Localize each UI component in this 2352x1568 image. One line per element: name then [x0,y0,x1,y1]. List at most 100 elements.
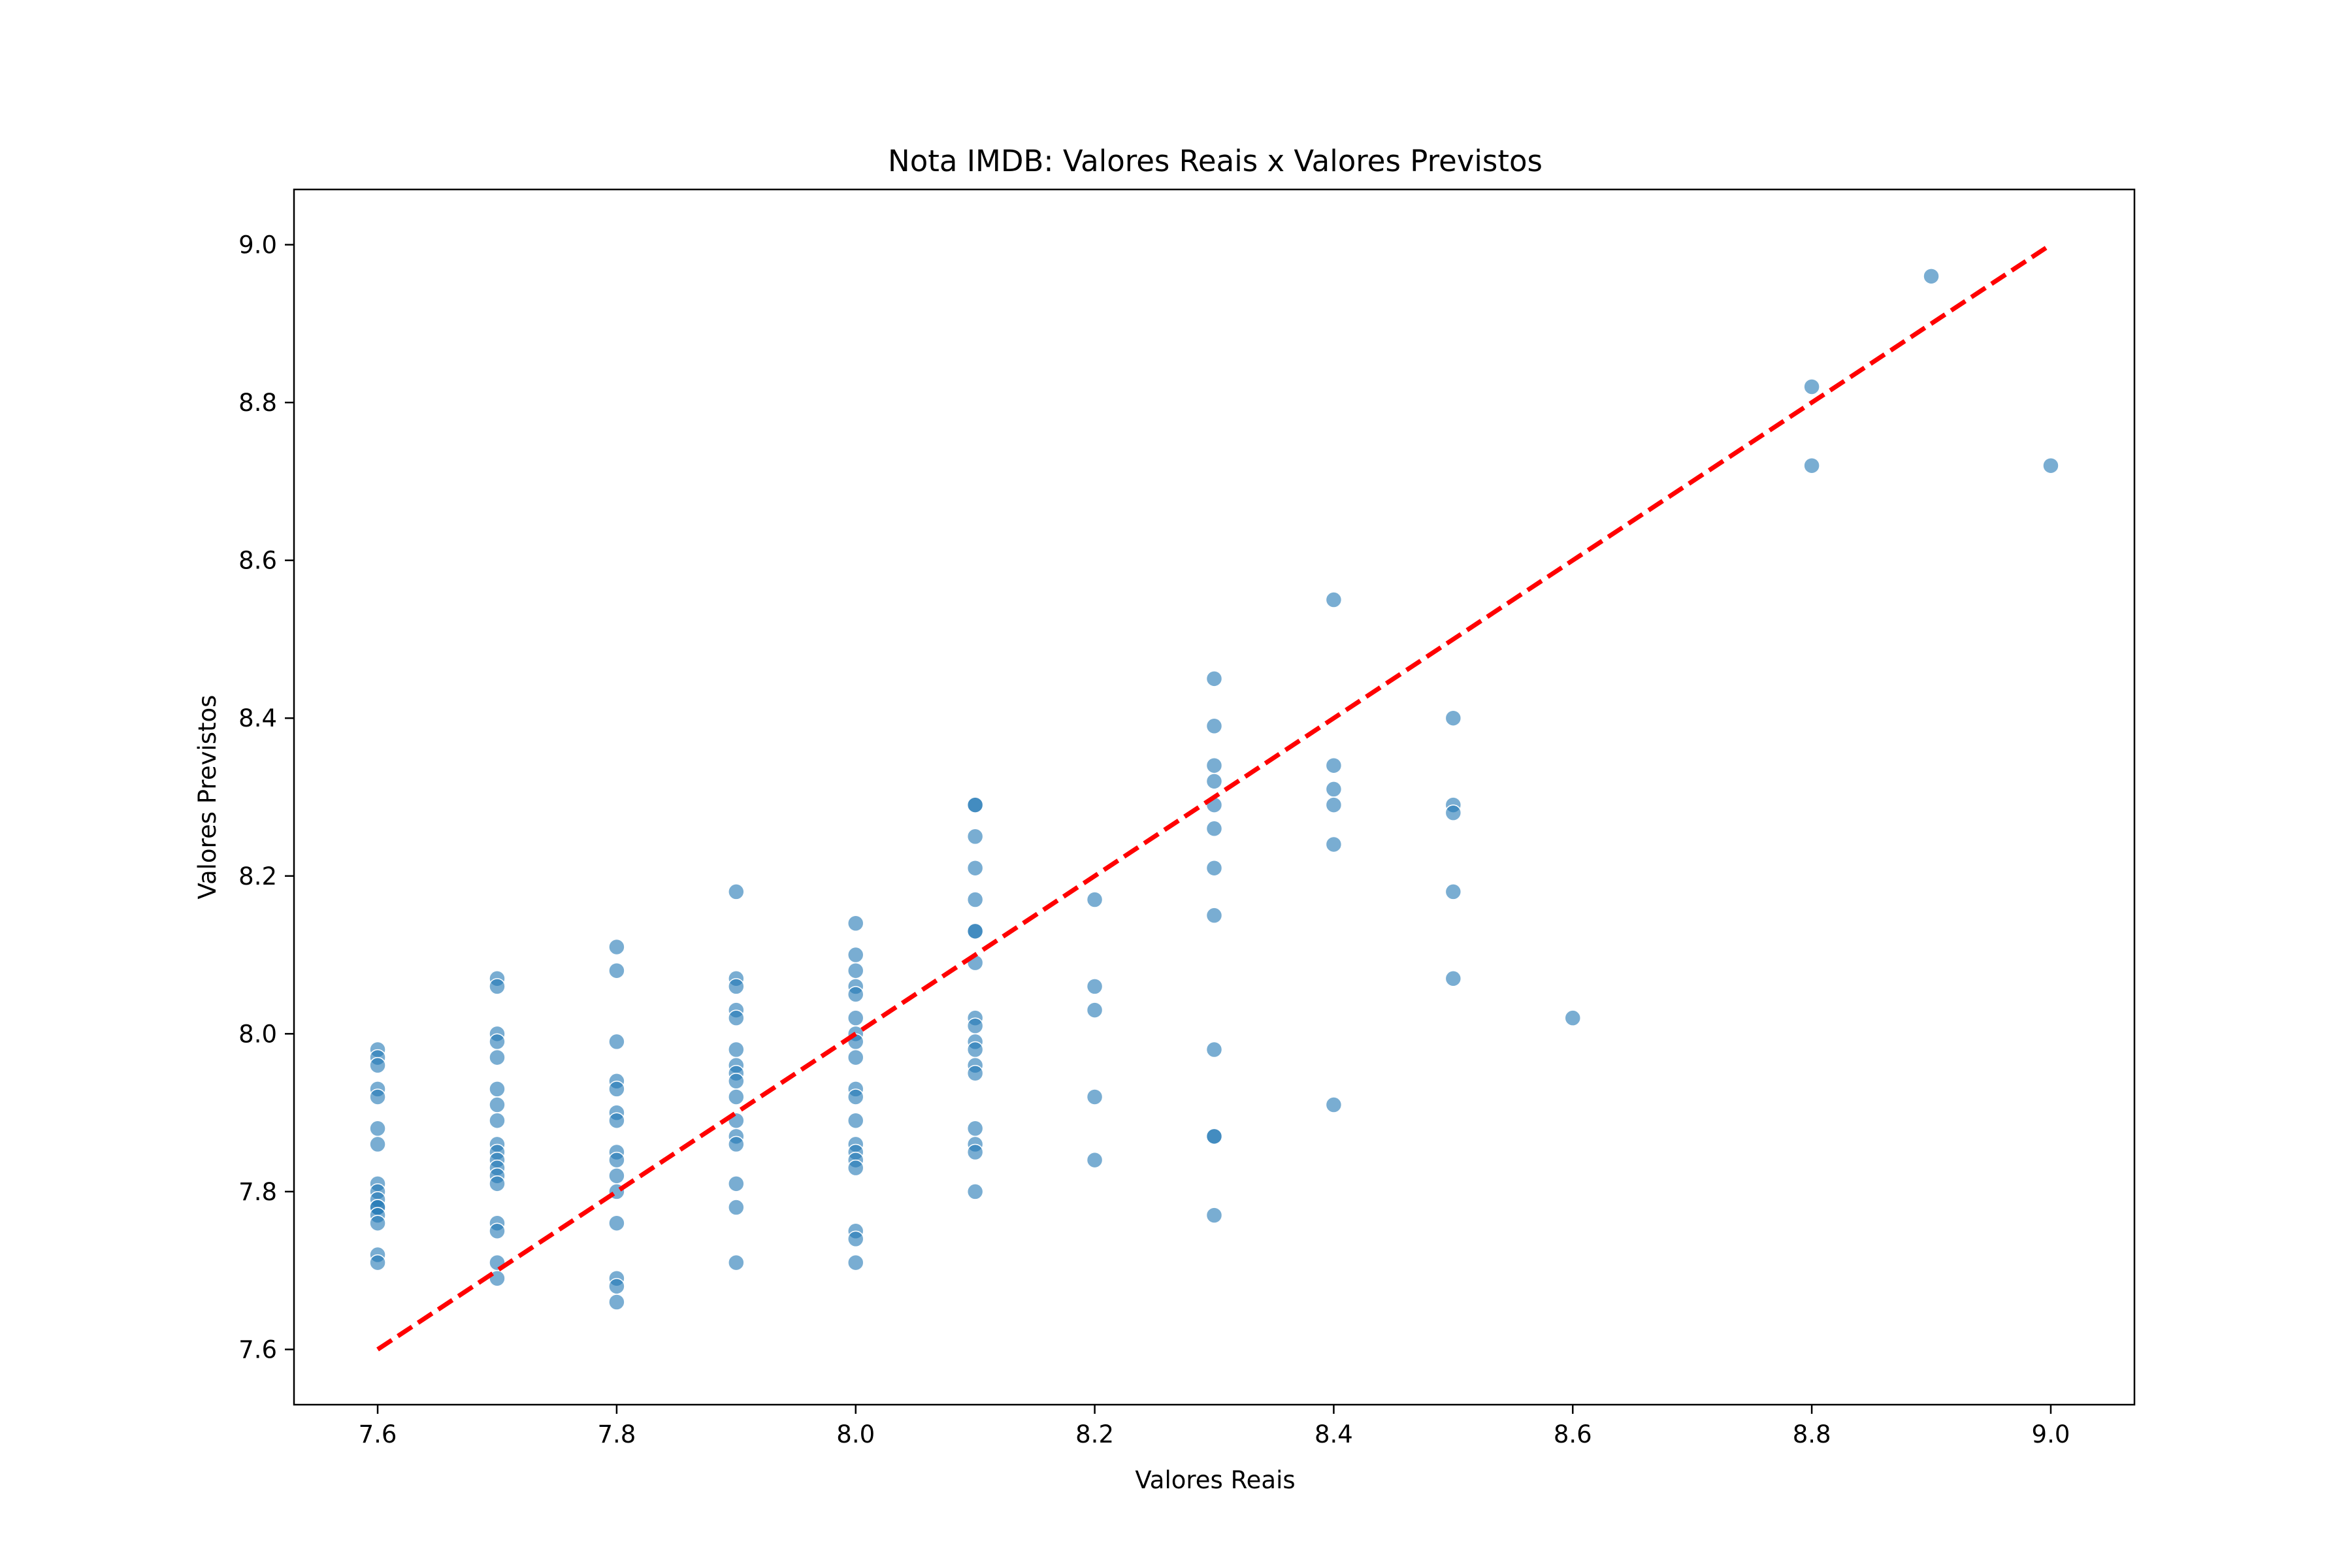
data-point [608,1081,625,1098]
data-point [608,1167,625,1184]
data-point [608,1033,625,1051]
plot-area [369,242,2059,1352]
data-point [369,1120,386,1137]
chart-title: Nota IMDB: Valores Reais x Valores Previ… [888,144,1543,178]
y-tick-label: 8.6 [238,547,277,575]
x-tick-label: 8.4 [1315,1420,1353,1448]
data-point [1445,710,1462,727]
data-point [847,1049,864,1066]
data-point [847,962,864,979]
data-point [1803,378,1820,395]
data-point [966,891,984,908]
x-tick-label: 9.0 [2032,1420,2070,1448]
data-point [966,859,984,877]
data-point [847,1112,864,1129]
data-point [728,1135,745,1153]
y-tick-label: 8.4 [238,704,277,732]
y-tick-label: 7.8 [238,1178,277,1206]
data-point [1325,796,1343,813]
data-point [1205,757,1223,774]
data-point [728,883,745,900]
data-point [608,1151,625,1169]
data-point [1445,804,1462,821]
data-point [728,1073,745,1090]
y-axis-label: Valores Previstos [193,695,221,900]
data-point [966,1120,984,1137]
y-tick-label: 8.0 [238,1020,277,1048]
data-point [369,1215,386,1232]
data-point [966,1041,984,1058]
y-axis: 7.6 7.8 8.0 8.2 8.4 8.6 8.8 9.0 [238,231,294,1364]
data-point [728,1041,745,1058]
data-point [608,1215,625,1232]
data-point [1205,859,1223,877]
data-point [847,1254,864,1271]
data-point [1325,757,1343,774]
data-point [608,1112,625,1129]
data-point [369,1056,386,1074]
x-tick-label: 7.6 [359,1420,397,1448]
data-point [1205,1041,1223,1058]
data-point [1445,970,1462,987]
data-point [608,962,625,979]
data-point [1325,781,1343,798]
data-point [489,1096,506,1113]
data-point [1205,1207,1223,1224]
data-point [728,1009,745,1026]
data-point [966,923,984,940]
y-tick-label: 9.0 [238,231,277,259]
data-point [1803,457,1820,474]
data-point [966,796,984,813]
x-tick-label: 7.8 [597,1420,636,1448]
data-point [608,938,625,956]
data-point [847,1159,864,1177]
data-point [369,1088,386,1105]
x-tick-label: 8.6 [1554,1420,1592,1448]
axes-frame [293,188,2136,1406]
data-point [966,828,984,845]
data-point [966,1017,984,1035]
data-point [728,1199,745,1216]
data-point [1325,591,1343,608]
data-point [1923,268,1940,285]
data-point [1445,883,1462,900]
x-axis: 7.6 7.8 8.0 8.2 8.4 8.6 8.8 9.0 [359,1405,2070,1448]
x-tick-label: 8.2 [1075,1420,1114,1448]
data-point [489,1049,506,1066]
data-point [608,1278,625,1295]
data-point [1205,820,1223,838]
data-point [1205,907,1223,924]
data-point [847,986,864,1003]
data-point [728,1088,745,1105]
data-point [1325,1096,1343,1113]
data-point [1205,717,1223,735]
data-point [1086,978,1103,995]
data-point [1086,1151,1103,1169]
data-point [489,1175,506,1192]
x-tick-label: 8.8 [1793,1420,1831,1448]
data-point [1086,1002,1103,1019]
data-point [1086,891,1103,908]
data-point [489,978,506,995]
data-point [966,1064,984,1082]
y-tick-label: 8.2 [238,862,277,890]
data-point [847,1088,864,1105]
data-point [1205,670,1223,687]
data-point [2042,457,2059,474]
data-point [608,1294,625,1311]
data-point [966,1183,984,1200]
data-point [489,1081,506,1098]
data-point [489,1112,506,1129]
data-point [1564,1009,1582,1026]
data-point [1205,773,1223,790]
data-point [369,1135,386,1153]
x-tick-label: 8.0 [836,1420,875,1448]
y-tick-label: 8.8 [238,389,277,417]
data-point [728,1254,745,1271]
data-point [1086,1088,1103,1105]
data-point [847,1009,864,1026]
data-point [489,1033,506,1051]
data-point [1325,836,1343,853]
